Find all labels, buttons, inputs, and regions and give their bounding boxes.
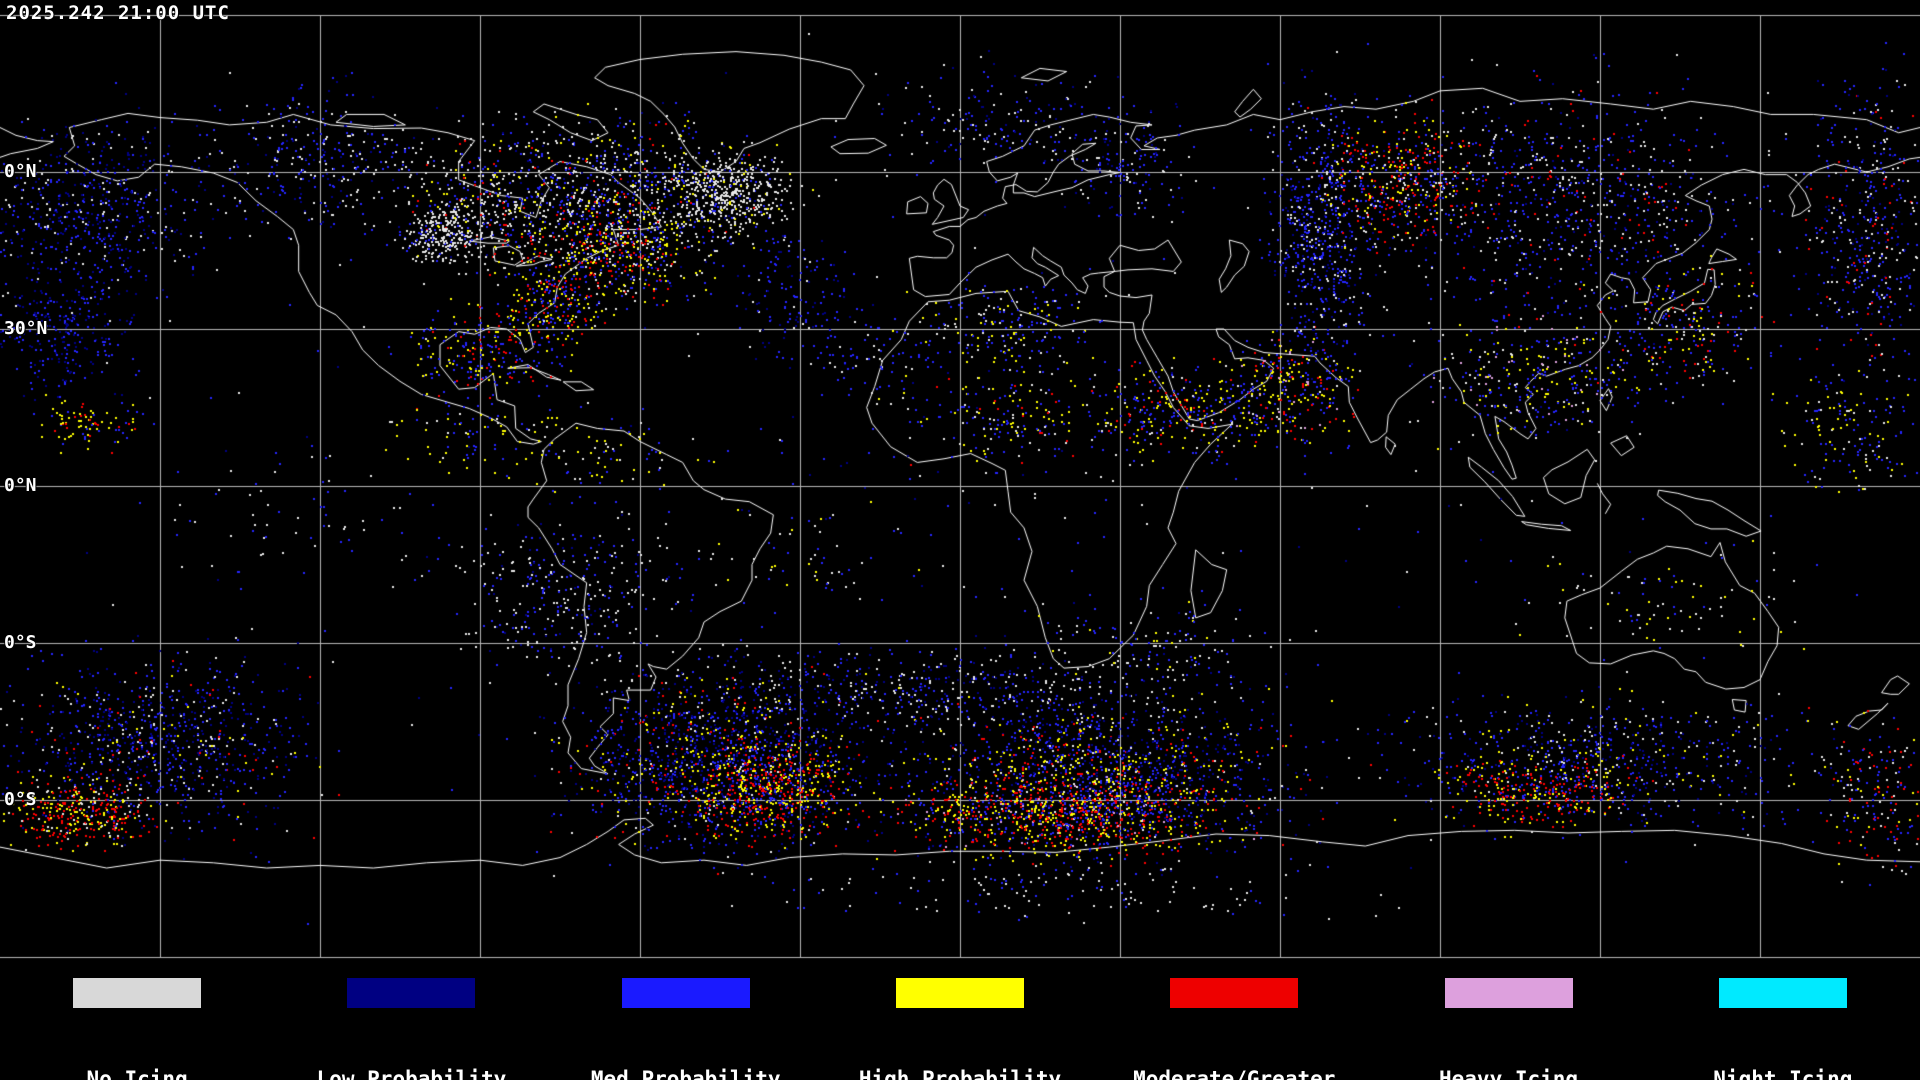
lat-label-0: 0°N: [4, 475, 37, 496]
legend-swatch-low-prob: [347, 978, 476, 1008]
legend-item-no-icing: No IcingRetrieval: [0, 978, 274, 1080]
legend-item-med-prob: Med.Probabilityof Light Icing: [549, 978, 823, 1080]
timestamp: 2025.242 21:00 UTC: [6, 2, 230, 24]
legend-item-low-prob: Low Probabilityof Light Icing: [274, 978, 548, 1080]
legend: No IcingRetrieval Low Probabilityof Ligh…: [0, 978, 1920, 1080]
lat-label-60n: 0°N: [4, 161, 37, 182]
legend-label-high-prob: High Probabilityof Light Icing: [858, 1067, 1062, 1080]
legend-label-no-icing: No IcingRetrieval: [86, 1067, 188, 1080]
legend-item-high-prob: High Probabilityof Light Icing: [823, 978, 1097, 1080]
legend-label-heavy: Heavy Icing: [1439, 1067, 1579, 1080]
legend-swatch-night: [1718, 978, 1847, 1008]
lat-label-30s: 0°S: [4, 632, 37, 653]
legend-swatch-heavy: [1444, 978, 1573, 1008]
legend-item-heavy: Heavy Icing: [1371, 978, 1645, 1080]
legend-swatch-med-prob: [621, 978, 750, 1008]
legend-swatch-high-prob: [895, 978, 1024, 1008]
legend-swatch-moderate: [1170, 978, 1299, 1008]
legend-label-night: Night Icing: [1713, 1067, 1853, 1080]
legend-swatch-no-icing: [73, 978, 202, 1008]
legend-item-moderate: Moderate/GreaterIcing Likely: [1097, 978, 1371, 1080]
lat-label-30n: 30°N: [4, 318, 48, 339]
legend-item-night: Night Icing: [1646, 978, 1920, 1080]
lat-label-60s: 0°S: [4, 789, 37, 810]
legend-label-low-prob: Low Probabilityof Light Icing: [316, 1067, 507, 1080]
legend-label-moderate: Moderate/GreaterIcing Likely: [1133, 1067, 1336, 1080]
legend-label-med-prob: Med.Probabilityof Light Icing: [590, 1067, 781, 1080]
